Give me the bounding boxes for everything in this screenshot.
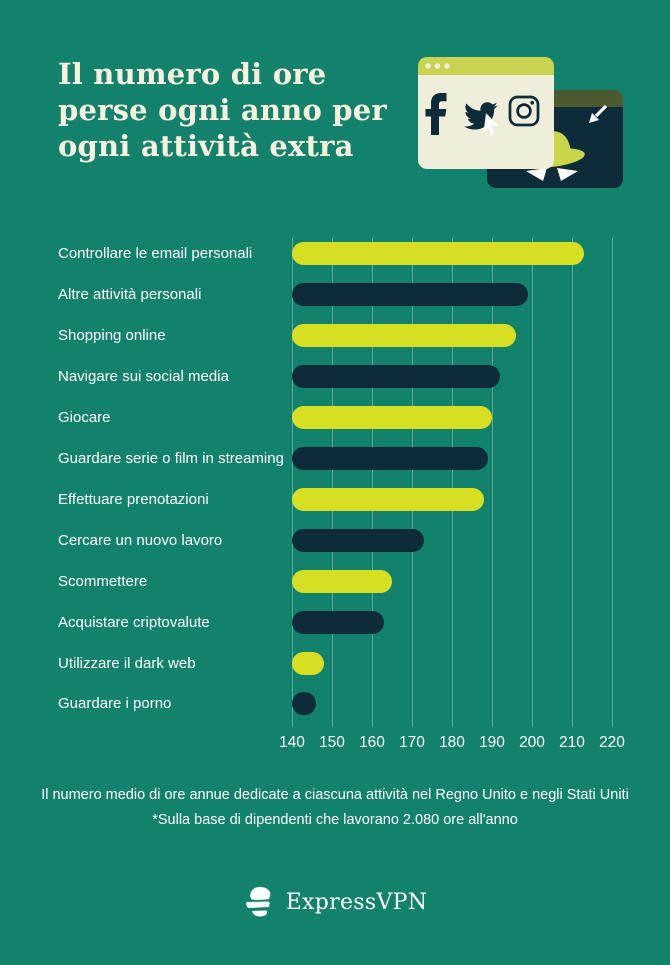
- gridline: [612, 238, 613, 727]
- cursor-arrow-icon: [589, 104, 608, 123]
- axis-tick-label: 190: [479, 734, 505, 751]
- gridline: [412, 238, 413, 727]
- chart-caption: Il numero medio di ore annue dedicate a …: [41, 787, 629, 803]
- category-label: Navigare sui social media: [58, 367, 229, 385]
- page-title: Il numero di ore perse ogni anno per ogn…: [58, 56, 418, 164]
- category-label: Guardare i porno: [58, 695, 172, 713]
- category-label: Altre attività personali: [58, 285, 202, 303]
- gridline: [292, 238, 293, 727]
- bar: [292, 405, 492, 429]
- gridline: [372, 238, 373, 727]
- hours-lost-bar-chart: Controllare le email personali Altre atti…: [0, 238, 670, 768]
- plot-area: [292, 238, 622, 727]
- category-label: Acquistare criptovalute: [58, 613, 210, 631]
- page-title-line-3: ogni attività extra: [58, 129, 354, 163]
- bar: [292, 610, 384, 634]
- page-title-line-1: Il numero di ore: [58, 57, 327, 91]
- bar: [292, 282, 528, 306]
- bar: [292, 323, 516, 347]
- axis-tick-label: 170: [399, 734, 425, 751]
- axis-tick-label: 210: [559, 734, 585, 751]
- page-title-line-2: perse ogni anno per: [58, 93, 387, 127]
- category-label: Shopping online: [58, 326, 166, 344]
- bar: [292, 651, 324, 675]
- browser-window: [418, 57, 554, 169]
- gridline: [532, 238, 533, 727]
- axis-tick-label: 150: [319, 734, 345, 751]
- bar: [292, 692, 316, 716]
- spy-eyes: [526, 168, 578, 181]
- brand-logo: ExpressVPN: [0, 880, 670, 924]
- window-dots: [425, 63, 450, 69]
- bar: [292, 446, 488, 470]
- gridline: [492, 238, 493, 727]
- bar: [292, 528, 424, 552]
- axis-tick-label: 180: [439, 734, 465, 751]
- brand-name: ExpressVPN: [285, 889, 428, 915]
- header-illustration-svg: [418, 57, 623, 188]
- facebook-icon: [425, 93, 447, 135]
- category-label: Cercare un nuovo lavoro: [58, 531, 223, 549]
- header-illustration: [400, 45, 650, 200]
- category-label: Utilizzare il dark web: [58, 654, 196, 672]
- cursor-icon: [483, 113, 498, 136]
- instagram-icon: [508, 95, 540, 127]
- gridline: [332, 238, 333, 727]
- gridline: [572, 238, 573, 727]
- category-label: Controllare le email personali: [58, 245, 253, 262]
- expressvpn-logo-icon: [245, 887, 271, 917]
- bar: [292, 569, 392, 593]
- bar: [292, 242, 584, 265]
- axis-tick-label: 220: [599, 734, 625, 751]
- category-label: Scommettere: [58, 572, 148, 590]
- chart-footnote: *Sulla base di dipendenti che lavorano 2…: [152, 812, 518, 828]
- category-label: Giocare: [58, 408, 111, 426]
- bar: [292, 364, 500, 388]
- bar: [292, 487, 484, 511]
- category-label: Effettuare prenotazioni: [58, 490, 209, 508]
- category-label: Guardare serie o film in streaming: [58, 449, 284, 467]
- axis-tick-label: 140: [279, 734, 305, 751]
- axis-tick-label: 200: [519, 734, 545, 751]
- axis-tick-label: 160: [359, 734, 385, 751]
- gridline: [452, 238, 453, 727]
